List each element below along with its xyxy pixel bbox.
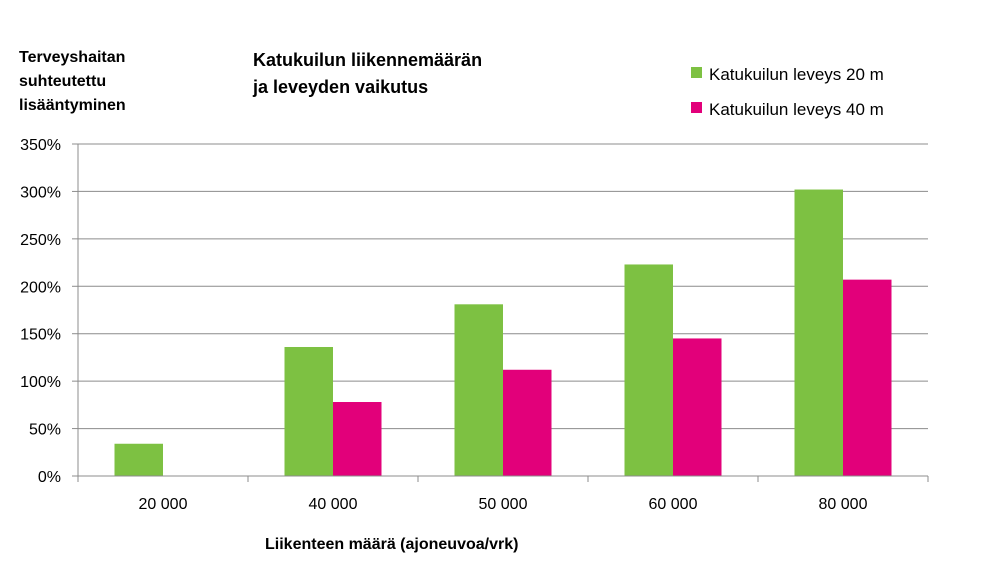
y-tick-label: 0% [38, 469, 61, 486]
y-axis-label-line: Terveyshaitan [19, 49, 125, 66]
y-tick-label: 350% [20, 137, 61, 154]
bar-20m [454, 304, 503, 476]
y-axis-label-line: lisääntyminen [19, 97, 126, 114]
legend-label-20m: Katukuilun leveys 20 m [709, 65, 884, 84]
y-tick-label: 50% [29, 422, 61, 439]
y-tick-label: 300% [20, 184, 61, 201]
x-tick-label: 80 000 [819, 496, 868, 513]
bar-40m [843, 279, 892, 476]
x-tick-label: 20 000 [139, 496, 188, 513]
y-tick-label: 100% [20, 374, 61, 391]
bar-20m [284, 346, 333, 476]
y-tick-label: 200% [20, 279, 61, 296]
legend-swatch-20m [691, 67, 702, 78]
x-tick-label: 40 000 [309, 496, 358, 513]
x-tick-label: 50 000 [479, 496, 528, 513]
y-tick-label: 250% [20, 232, 61, 249]
legend-label-40m: Katukuilun leveys 40 m [709, 100, 884, 119]
y-tick-label: 150% [20, 327, 61, 344]
axes [77, 144, 928, 477]
bar-20m [114, 443, 163, 476]
y-axis-ticks: 0% 50% 100% 150% 200% 250% 300% 350% [20, 137, 78, 486]
bar-20m [624, 264, 673, 476]
chart-title: Katukuilun liikennemäärän ja leveyden va… [252, 50, 487, 97]
x-axis-ticks: 20 000 40 000 50 000 60 000 80 000 [77, 476, 929, 513]
x-tick-label: 60 000 [649, 496, 698, 513]
bar-40m [673, 338, 722, 476]
bar-40m [503, 369, 552, 476]
bar-20m [794, 189, 843, 476]
legend-swatch-40m [691, 102, 702, 113]
chart-title-line: Katukuilun liikennemäärän [253, 50, 482, 70]
chart-title-line: ja leveyden vaikutus [252, 77, 428, 97]
legend: Katukuilun leveys 20 m Katukuilun leveys… [691, 65, 884, 119]
y-axis-label-line: suhteutettu [19, 73, 106, 90]
x-axis-label: Liikenteen määrä (ajoneuvoa/vrk) [265, 536, 518, 553]
bar-40m [333, 402, 382, 476]
y-axis-label: Terveyshaitan suhteutettu lisääntyminen [19, 49, 130, 114]
bars [114, 189, 892, 476]
